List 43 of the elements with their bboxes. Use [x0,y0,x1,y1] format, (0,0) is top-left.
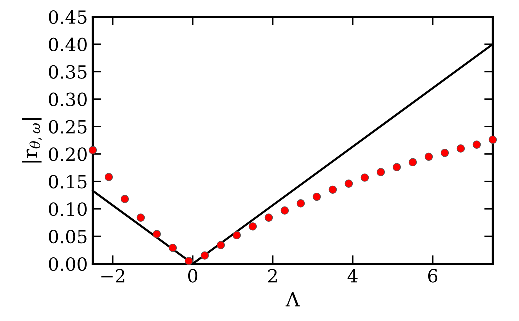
y-tick-label: 0.45 [49,10,87,24]
point [152,230,162,238]
point [456,144,466,153]
x-tick-label: 4 [348,269,358,283]
x-tick-label: 2 [268,269,277,283]
point [264,214,274,222]
y-tick-label: 0.15 [49,175,87,189]
y-tick-label: 0.25 [49,120,87,134]
y-tick-label: 0.30 [49,92,87,106]
x-tick-label: 6 [428,269,438,283]
point [136,214,146,222]
point [376,168,386,176]
point [184,257,194,266]
point [216,241,226,250]
point [248,222,258,231]
point [392,163,402,172]
point [328,186,338,194]
y-tick-label: 0.35 [49,65,87,80]
x-axis-title: Λ [286,292,300,307]
x-tick-label: −2 [102,269,125,283]
point [312,192,322,202]
point [488,136,498,144]
point [424,152,434,162]
point [88,146,98,154]
point [472,140,482,149]
point [408,158,418,167]
y-axis-title: |r$_{θ,ω}$| [22,118,42,163]
y-tick-label: 0.05 [49,230,87,244]
y-tick-label: 0.20 [49,148,87,162]
x-tick-label: 0 [188,269,198,283]
point [440,149,450,158]
point [120,195,130,204]
point [104,173,114,182]
point [296,200,306,208]
point [232,231,242,240]
point [168,244,178,252]
point [280,206,290,215]
point [360,174,370,182]
y-tick-label: 0.00 [49,257,87,272]
point [344,180,354,188]
point [200,252,210,260]
y-tick-label: 0.10 [49,202,87,216]
y-tick-label: 0.40 [49,38,87,52]
